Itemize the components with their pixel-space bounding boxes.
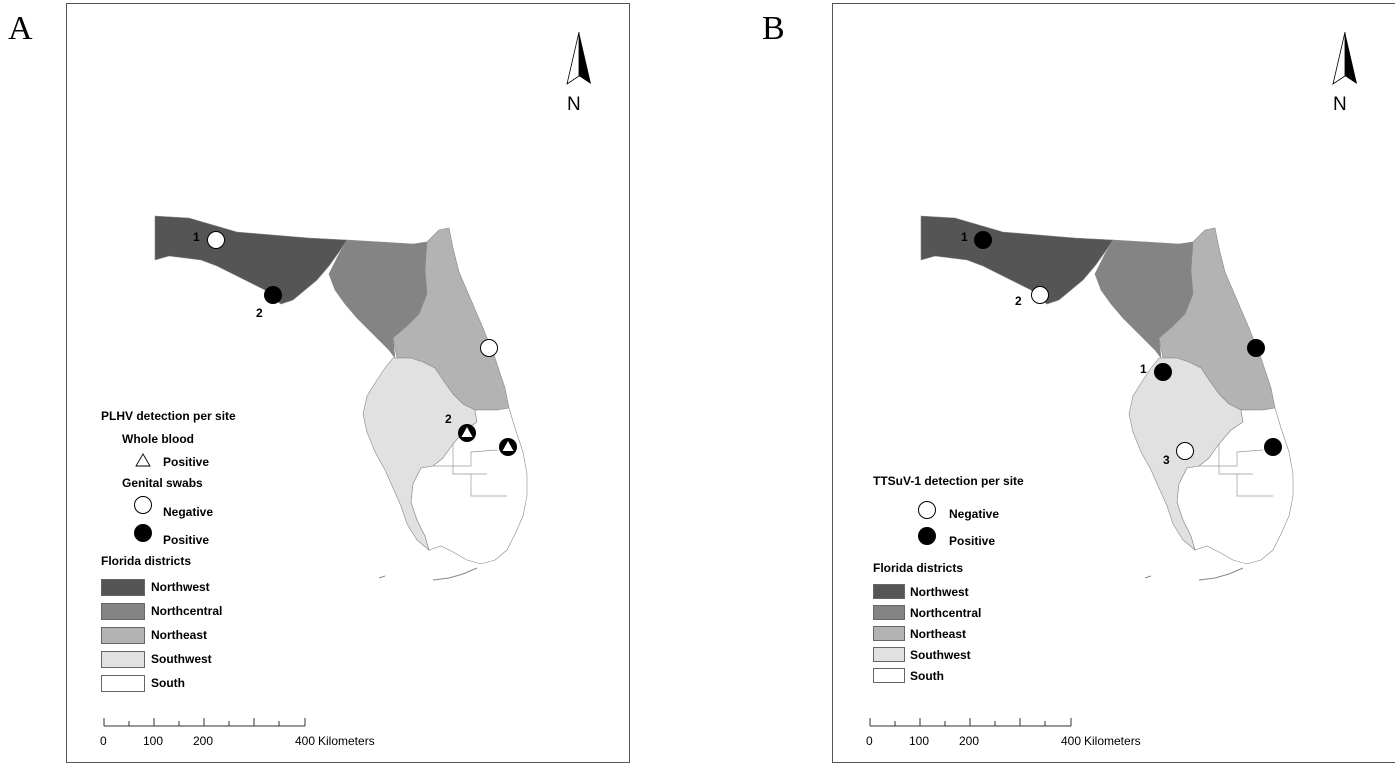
swatch-south <box>873 668 905 683</box>
swatch-northwest <box>101 579 145 596</box>
scale-bar-b: 0 100 200 400 Kilometers <box>866 716 1169 756</box>
circle-filled-icon <box>917 526 937 549</box>
site-label: 2 <box>256 306 263 320</box>
north-label: N <box>567 94 581 115</box>
site-label: 2 <box>445 412 452 426</box>
scale-bar-graphic <box>103 718 306 727</box>
circle-open-icon <box>133 495 153 518</box>
site-label: 2 <box>1015 294 1022 308</box>
scale-tick-label: 0 <box>866 734 873 748</box>
legend-a: PLHV detection per site Whole blood Posi… <box>101 409 301 699</box>
north-label: N <box>1333 94 1347 115</box>
swatch-southwest <box>101 651 145 668</box>
district-label: Southwest <box>910 648 971 662</box>
district-northwest <box>154 215 348 305</box>
legend-item-label: Negative <box>949 507 1000 521</box>
legend-b: TTSuV-1 detection per site Negative Posi… <box>873 474 1073 694</box>
site-marker <box>206 230 226 255</box>
scale-tick-label: 400 <box>1061 734 1082 748</box>
site-label: 1 <box>1140 362 1147 376</box>
scale-unit-label: Kilometers <box>1084 734 1141 748</box>
legend-item-label: Positive <box>949 534 996 548</box>
north-arrow-icon <box>1332 31 1357 85</box>
panel-letter-a: A <box>8 10 33 47</box>
legend-title: TTSuV-1 detection per site <box>873 474 1024 488</box>
scale-tick-label: 200 <box>959 734 980 748</box>
swatch-northwest <box>873 584 905 599</box>
district-label: Northwest <box>910 585 969 599</box>
scale-tick-label: 100 <box>909 734 930 748</box>
site-marker <box>457 423 477 448</box>
scale-bar-a: 0 100 200 400 Kilometers <box>100 716 403 756</box>
swatch-southwest <box>873 647 905 662</box>
swatch-south <box>101 675 145 692</box>
legend-group-heading: Genital swabs <box>122 476 203 490</box>
site-marker <box>263 285 283 310</box>
scale-tick-label: 400 <box>295 734 316 748</box>
district-northwest <box>920 215 1114 305</box>
north-arrow-a: N <box>561 31 601 116</box>
circle-open-icon <box>917 500 937 523</box>
north-arrow-icon <box>566 31 591 85</box>
scale-tick-label: 100 <box>143 734 164 748</box>
district-label: Northwest <box>151 580 210 594</box>
map-frame-b: N 1 2 1 3 TTSuV-1 detection per site Neg… <box>832 3 1395 763</box>
scale-tick-label: 200 <box>193 734 214 748</box>
site-label: 3 <box>1163 453 1170 467</box>
site-marker <box>498 437 518 462</box>
triangle-open-icon <box>135 453 151 470</box>
site-marker <box>1175 441 1195 466</box>
district-label: Northcentral <box>910 606 982 620</box>
district-label: Northcentral <box>151 604 223 618</box>
legend-item-label: Positive <box>163 455 210 469</box>
district-label: Northeast <box>151 628 208 642</box>
district-boundary-lines <box>1199 444 1273 497</box>
site-marker <box>973 230 993 255</box>
legend-item-label: Positive <box>163 533 210 547</box>
map-frame-a: N 1 2 2 PLHV detection per site Whole bl… <box>66 3 630 763</box>
site-label: 1 <box>961 230 968 244</box>
district-label: South <box>910 669 944 683</box>
site-marker <box>1153 362 1173 387</box>
district-label: South <box>151 676 185 690</box>
district-label: Northeast <box>910 627 967 641</box>
scale-tick-label: 0 <box>100 734 107 748</box>
swatch-northcentral <box>101 603 145 620</box>
north-arrow-b: N <box>1327 31 1367 116</box>
site-marker <box>479 338 499 363</box>
district-label: Southwest <box>151 652 212 666</box>
site-marker <box>1246 338 1266 363</box>
district-south <box>410 407 528 565</box>
florida-map-a <box>154 215 528 581</box>
florida-keys <box>378 567 478 581</box>
legend-districts-title: Florida districts <box>101 554 192 568</box>
site-marker <box>1263 437 1283 462</box>
swatch-northeast <box>873 626 905 641</box>
legend-item-label: Negative <box>163 505 214 519</box>
swatch-northcentral <box>873 605 905 620</box>
legend-districts-title: Florida districts <box>873 561 964 575</box>
legend-group-heading: Whole blood <box>122 432 194 446</box>
site-label: 1 <box>193 230 200 244</box>
panel-letter-b: B <box>762 10 785 47</box>
district-boundary-lines <box>433 444 507 497</box>
scale-bar-graphic <box>869 718 1072 727</box>
circle-filled-icon <box>133 523 153 546</box>
legend-title: PLHV detection per site <box>101 409 236 423</box>
site-marker <box>1030 285 1050 310</box>
swatch-northeast <box>101 627 145 644</box>
scale-unit-label: Kilometers <box>318 734 375 748</box>
florida-keys <box>1144 567 1244 581</box>
